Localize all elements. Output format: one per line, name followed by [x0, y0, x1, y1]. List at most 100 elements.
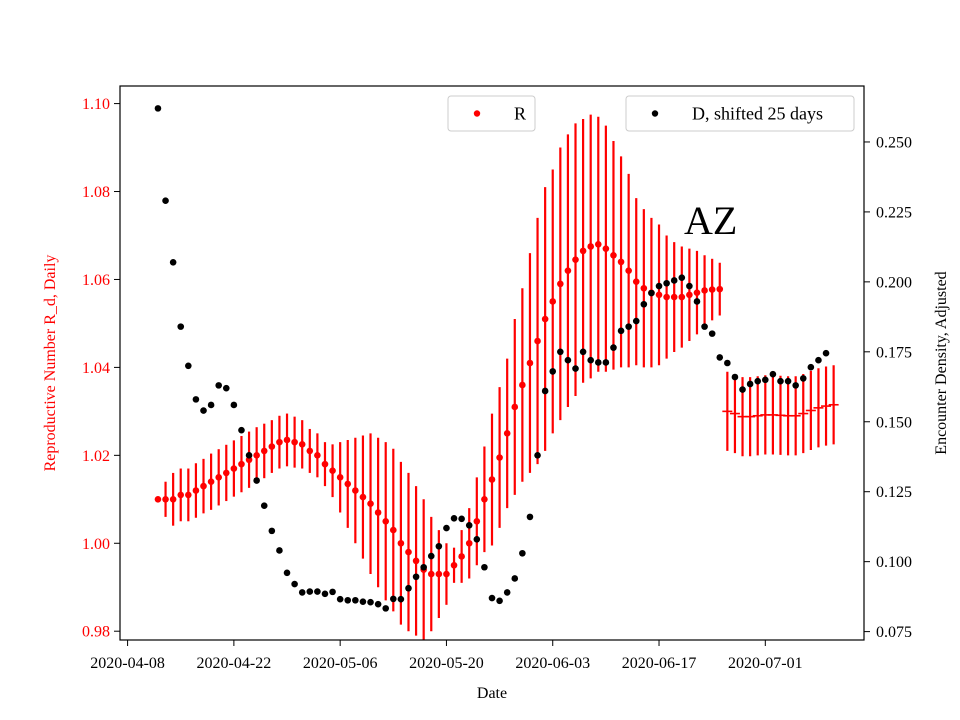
r-point: [260, 447, 268, 455]
d-point: [541, 387, 549, 395]
d-point: [192, 396, 200, 403]
d-point: [799, 375, 807, 382]
left-y-tick-label: 1.08: [82, 184, 110, 201]
d-point: [268, 527, 276, 535]
d-point: [496, 597, 503, 605]
left-y-axis-ticks: 0.98 1.00 1.02 1.04 1.06 1.08 1.10: [82, 96, 120, 641]
legend-r-label: R: [514, 104, 526, 124]
d-point: [283, 569, 291, 577]
r-point: [481, 496, 488, 503]
x-tick-label: 2020-05-20: [409, 655, 484, 672]
r-point: [602, 245, 610, 252]
r-point: [632, 278, 640, 285]
r-point: [359, 493, 367, 501]
d-point: [815, 356, 822, 364]
r-point: [215, 474, 222, 481]
right-y-tick-label: 0.100: [876, 554, 912, 571]
x-axis-ticks: 2020-04-08 2020-04-22 2020-05-06 2020-05-20…: [90, 640, 803, 672]
d-point: [185, 362, 192, 370]
state-annotation: AZ: [684, 198, 737, 243]
r-point: [374, 509, 382, 516]
r-point: [314, 452, 321, 459]
right-y-tick-label: 0.075: [876, 624, 912, 641]
d-point: [238, 426, 245, 434]
d-point: [306, 588, 314, 595]
r-point: [298, 441, 306, 448]
d-point: [617, 327, 625, 335]
d-point: [405, 584, 412, 592]
r-point: [503, 430, 511, 437]
d-point: [519, 549, 526, 557]
r-point: [427, 570, 435, 578]
r-point: [496, 454, 503, 461]
d-point: [784, 377, 792, 385]
d-point: [382, 605, 390, 612]
d-point: [769, 370, 777, 378]
r-point: [390, 526, 397, 534]
d-point: [215, 382, 222, 389]
d-point: [352, 596, 359, 604]
d-point: [557, 348, 564, 356]
d-point: [663, 279, 670, 287]
d-point: [359, 598, 367, 605]
right-y-tick-label: 0.125: [876, 484, 912, 501]
d-point: [632, 317, 640, 325]
right-y-tick-label: 0.150: [876, 414, 912, 431]
left-y-tick-label: 0.98: [82, 624, 110, 641]
d-point: [511, 575, 519, 582]
d-point: [207, 401, 215, 409]
left-y-tick-label: 1.10: [82, 96, 110, 113]
legend-r-box: [447, 95, 536, 132]
d-point: [579, 348, 587, 356]
r-point: [708, 286, 716, 293]
legend-d-marker: [651, 110, 659, 117]
r-point: [306, 447, 314, 455]
right-y-tick-label: 0.225: [876, 204, 912, 221]
r-point: [238, 460, 245, 468]
d-point: [746, 380, 754, 388]
left-y-axis-label: Reproductive Number R_d, Daily: [42, 255, 59, 472]
d-point: [822, 349, 830, 357]
r-point: [534, 337, 541, 345]
r-point: [557, 280, 564, 288]
d-point: [739, 386, 746, 393]
r-point: [352, 487, 359, 494]
legend-r: R: [447, 95, 536, 132]
left-y-tick-label: 1.02: [82, 448, 110, 465]
d-point: [253, 477, 260, 484]
r-point: [587, 243, 594, 250]
r-point: [572, 256, 579, 263]
r-point: [663, 293, 670, 301]
d-point: [154, 105, 162, 112]
r-point: [670, 293, 678, 301]
d-point: [655, 282, 663, 290]
r-point: [594, 240, 602, 248]
r-point: [283, 436, 291, 444]
d-point: [564, 356, 572, 364]
d-point: [200, 407, 207, 414]
r-point: [450, 561, 458, 569]
right-y-tick-label: 0.250: [876, 134, 912, 151]
r-point: [200, 482, 207, 490]
d-point: [549, 368, 557, 375]
r-point: [162, 496, 169, 503]
d-point: [465, 521, 473, 529]
d-point: [162, 197, 169, 205]
r-point: [678, 293, 686, 301]
r-point: [693, 289, 701, 296]
d-point: [670, 277, 678, 284]
x-axis-label: Date: [477, 685, 507, 702]
x-tick-label: 2020-06-03: [515, 655, 590, 672]
d-point: [708, 330, 716, 337]
r-point: [207, 478, 215, 486]
d-point: [443, 524, 450, 532]
r-point: [405, 548, 412, 556]
d-point: [754, 377, 762, 385]
d-point: [336, 595, 344, 603]
d-point: [245, 452, 253, 459]
x-tick-label: 2020-05-06: [303, 655, 378, 672]
legend-d: D, shifted 25 days: [625, 95, 855, 132]
r-point: [526, 359, 534, 367]
d-point: [572, 365, 579, 372]
d-point: [724, 359, 731, 367]
